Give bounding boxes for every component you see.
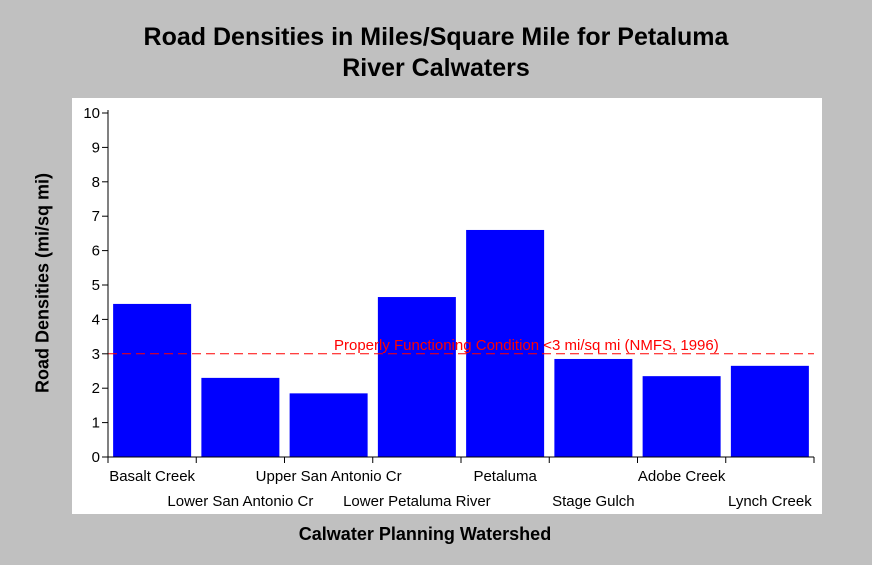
reference-line-label: Properly Functioning Condition <3 mi/sq … — [334, 337, 719, 354]
x-tick-label-8: Lynch Creek — [728, 493, 812, 510]
bar-4 — [377, 297, 456, 457]
x-tick-label-2: Lower San Antonio Cr — [167, 493, 313, 510]
chart-title-line-2: River Calwaters — [342, 54, 530, 82]
bar-5 — [466, 229, 545, 457]
bar-2 — [201, 377, 280, 457]
y-tick-label-9: 9 — [92, 139, 100, 156]
chart-title: Road Densities in Miles/Square Mile for … — [0, 22, 872, 84]
bar-1 — [113, 303, 192, 457]
y-tick-label-10: 10 — [83, 105, 100, 122]
bar-6 — [554, 358, 633, 457]
x-tick-label-4: Lower Petaluma River — [343, 493, 491, 510]
bar-3 — [289, 393, 368, 457]
y-tick-label-5: 5 — [92, 277, 100, 294]
bar-chart: Properly Functioning Condition <3 mi/sq … — [83, 105, 815, 510]
y-tick-label-0: 0 — [92, 449, 100, 466]
y-tick-label-2: 2 — [92, 380, 100, 397]
plot-panel: Properly Functioning Condition <3 mi/sq … — [72, 98, 822, 514]
x-tick-label-1: Basalt Creek — [109, 468, 195, 485]
x-tick-label-6: Stage Gulch — [552, 493, 635, 510]
y-tick-label-8: 8 — [92, 174, 100, 191]
bar-7 — [642, 376, 721, 457]
y-tick-label-7: 7 — [92, 208, 100, 225]
y-axis-label: Road Densities (mi/sq mi) — [32, 172, 53, 394]
y-tick-label-3: 3 — [92, 346, 100, 363]
y-tick-label-6: 6 — [92, 243, 100, 260]
y-tick-label-4: 4 — [92, 311, 100, 328]
x-tick-label-3: Upper San Antonio Cr — [256, 468, 402, 485]
bar-8 — [730, 365, 809, 457]
chart-title-line-1: Road Densities in Miles/Square Mile for … — [143, 23, 729, 51]
x-tick-label-5: Petaluma — [473, 468, 537, 485]
x-axis-label: Calwater Planning Watershed — [298, 524, 552, 544]
y-tick-label-1: 1 — [92, 415, 100, 432]
x-tick-label-7: Adobe Creek — [638, 468, 726, 485]
